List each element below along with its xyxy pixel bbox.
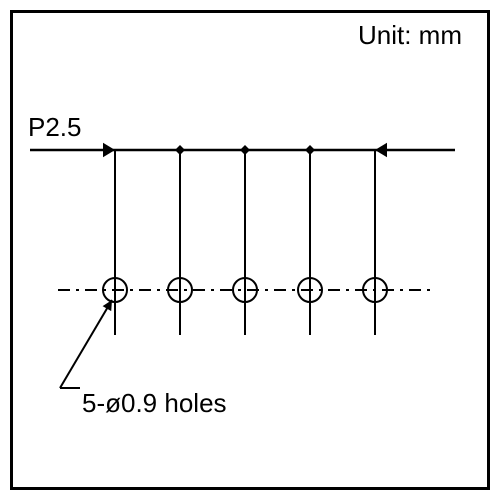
diagram-frame: Unit: mm P2.5 5-ø0.9 holes bbox=[0, 0, 500, 500]
diagram-svg bbox=[0, 0, 500, 500]
